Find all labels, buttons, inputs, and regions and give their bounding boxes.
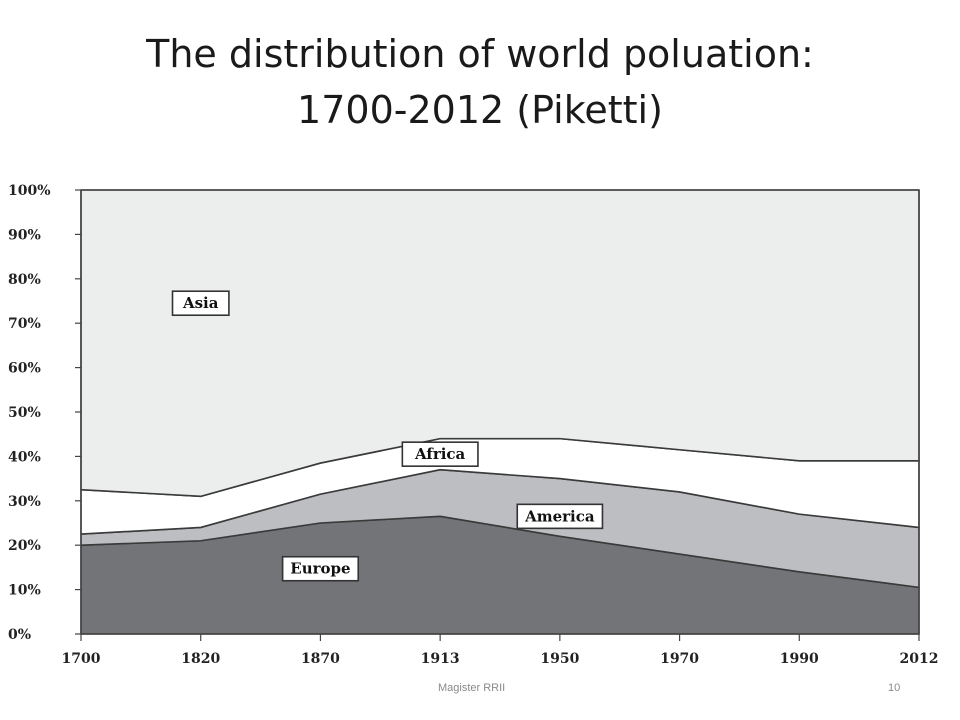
series-label-text: Asia (182, 294, 219, 312)
series-label-text: America (524, 507, 595, 525)
y-tick-label: 80% (8, 272, 41, 288)
slide-title-line-2: 1700-2012 (Piketti) (297, 88, 663, 132)
x-tick-label: 1990 (780, 651, 819, 667)
slide-title-line-1: The distribution of world poluation: (146, 32, 814, 76)
footer-text: Magister RRII (438, 682, 506, 694)
series-label-text: Europe (290, 560, 350, 578)
label-america: America (516, 503, 604, 530)
x-tick-label: 1820 (181, 651, 220, 667)
y-tick-label: 0% (8, 627, 31, 643)
x-tick-label: 1913 (421, 651, 460, 667)
y-tick-label: 20% (8, 538, 41, 554)
x-tick-label: 1700 (62, 651, 101, 667)
label-box (516, 503, 604, 530)
y-tick-label: 10% (8, 583, 41, 599)
y-tick-label: 70% (8, 316, 41, 332)
y-tick-label: 50% (8, 405, 41, 421)
series-labels: Europe America Africa Asia (171, 290, 604, 582)
y-tick-label: 40% (8, 449, 41, 465)
stacked-areas (80, 189, 920, 635)
label-box (401, 441, 479, 467)
series-label-text: Africa (414, 445, 466, 463)
slide-title: The distribution of world poluation: 170… (0, 26, 960, 138)
label-box (171, 290, 230, 317)
chart-axes (75, 189, 920, 641)
slide-number: 10 (888, 682, 901, 694)
y-tick-label: 30% (8, 494, 41, 510)
y-tick-label: 60% (8, 361, 41, 377)
x-tick-label: 1970 (660, 651, 699, 667)
x-tick-label: 2012 (900, 651, 939, 667)
y-tick-label: 100% (8, 183, 51, 199)
x-tick-label: 1870 (301, 651, 340, 667)
label-europe: Europe (281, 555, 360, 582)
x-tick-label: 1950 (540, 651, 579, 667)
tick-labels: 0% 10% 20% 30% 40% 50% 60% 70% 80% 90% 100% 1700 182… (8, 183, 938, 667)
label-africa: Africa (401, 441, 479, 467)
population-distribution-chart: 0% 10% 20% 30% 40% 50% 60% 70% 80% 90% 100% 1700 182… (8, 183, 938, 667)
label-asia: Asia (171, 290, 230, 317)
label-box (281, 555, 360, 582)
y-tick-label: 90% (8, 227, 41, 243)
